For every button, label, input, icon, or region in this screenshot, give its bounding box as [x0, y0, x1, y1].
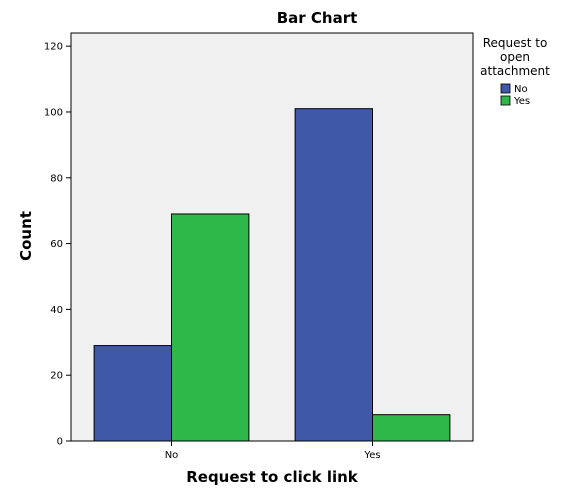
y-tick-label: 20 [50, 371, 63, 382]
x-axis-label: Request to click link [186, 468, 359, 486]
bar-yes-no [294, 108, 373, 442]
legend-title-line-3: attachment [480, 64, 550, 78]
legend-title-line-1: Request to [483, 36, 548, 50]
y-tick-label: 40 [50, 305, 63, 316]
legend-label-yes: Yes [513, 96, 530, 107]
y-tick-label: 100 [44, 107, 63, 118]
y-tick-label: 0 [57, 437, 63, 448]
legend-title-line-2: open [500, 50, 530, 64]
y-tick-label: 80 [50, 173, 63, 184]
legend-swatch-yes [500, 95, 511, 106]
y-tick-label: 120 [44, 42, 63, 53]
x-tick-label: Yes [363, 450, 380, 461]
bars-group [93, 108, 451, 442]
chart-title: Bar Chart [277, 9, 358, 27]
bar-yes-yes [372, 414, 451, 442]
legend-swatch-no [500, 83, 511, 94]
x-tick-label: No [165, 450, 179, 461]
y-axis-label: Count [17, 211, 35, 261]
bar-no-no [93, 345, 172, 442]
y-tick-label: 60 [50, 239, 63, 250]
bar-no-yes [171, 213, 250, 442]
legend-label-no: No [514, 84, 528, 95]
x-axis: No Yes [165, 441, 381, 461]
y-axis: 0 20 40 60 80 100 120 [44, 42, 71, 448]
